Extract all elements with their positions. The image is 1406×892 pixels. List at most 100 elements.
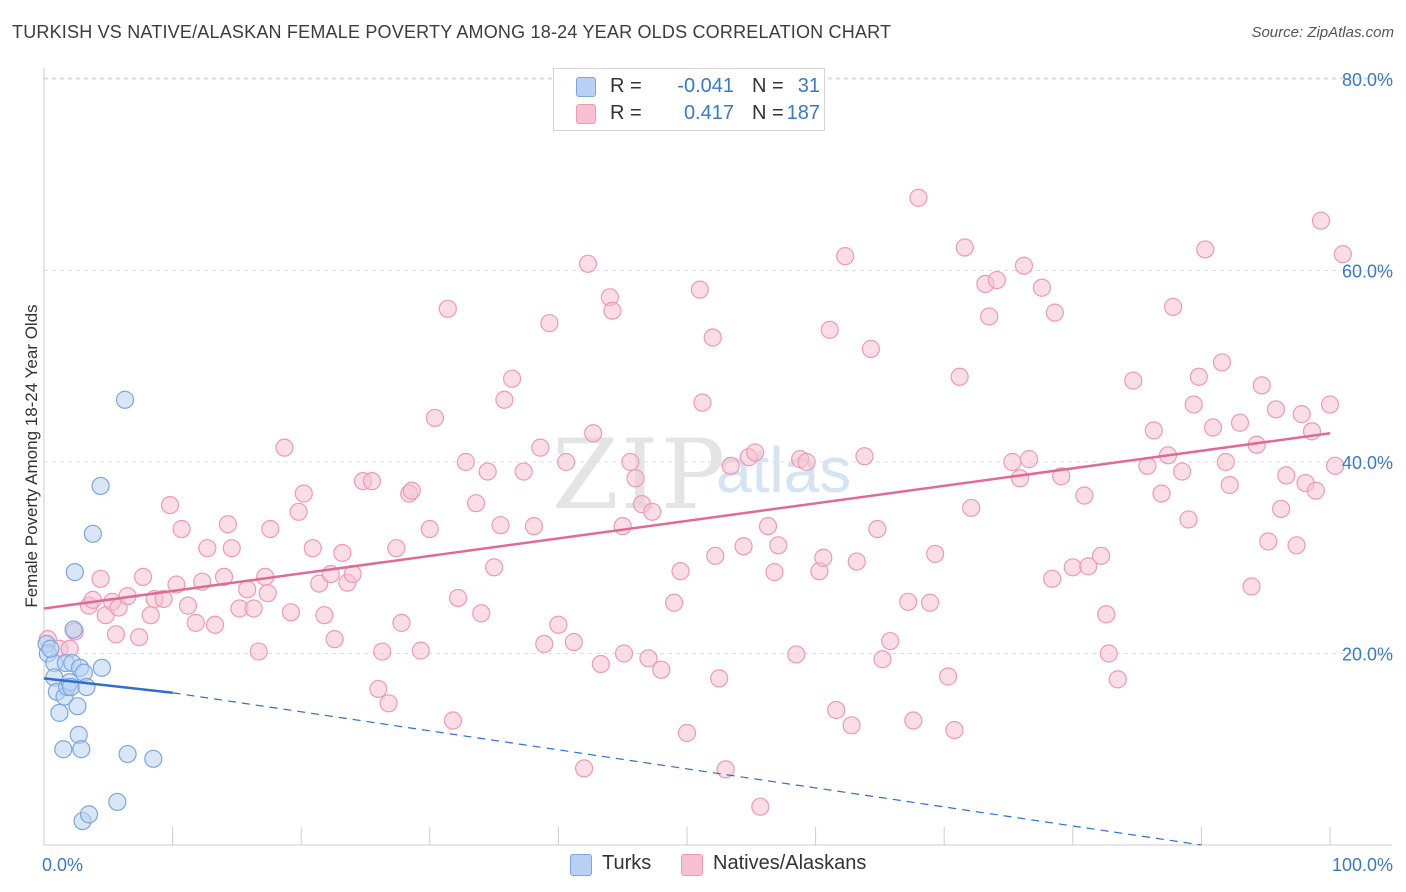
natives-point (133, 567, 153, 587)
natives-point (1272, 499, 1291, 519)
natives-point (703, 328, 722, 347)
y-tick-label: 80.0% (1342, 70, 1393, 90)
natives-point (758, 517, 778, 536)
natives-n-value: 187 (786, 102, 820, 124)
natives-point (909, 188, 928, 207)
natives-point (746, 443, 765, 462)
natives-point (1287, 536, 1306, 555)
trend-lines (43, 432, 1331, 846)
natives-point (987, 270, 1007, 290)
natives-swatch (576, 104, 596, 124)
natives-point (1203, 418, 1223, 437)
natives-point (249, 642, 268, 661)
turks-point (144, 749, 163, 768)
natives-point (222, 539, 241, 558)
natives-points (38, 188, 1352, 816)
natives-point (154, 589, 173, 609)
natives-point (950, 367, 969, 386)
natives-point (472, 604, 491, 623)
turks-legend-label: Turks (602, 852, 652, 874)
turks-n-label: N = (752, 75, 784, 97)
natives-point (362, 472, 382, 491)
turks-point (54, 740, 73, 759)
natives-point (938, 667, 958, 686)
axis-labels: 20.0% 40.0% 60.0% 80.0% 0.0% 100.0% Female Pov… (22, 70, 1393, 875)
turks-r-label: R = (610, 75, 642, 97)
natives-point (855, 447, 874, 466)
natives-point (945, 720, 964, 740)
x-tick-label: 100.0% (1332, 855, 1393, 875)
natives-point (1259, 532, 1278, 551)
natives-point (584, 424, 603, 443)
source-label: Source: ZipAtlas.com (1251, 24, 1394, 41)
natives-point (524, 517, 544, 536)
turks-point (65, 563, 84, 582)
natives-point (1164, 297, 1183, 316)
natives-point (1320, 395, 1340, 414)
natives-point (1220, 475, 1239, 495)
natives-point (1326, 456, 1345, 475)
natives-point (920, 593, 940, 612)
turks-legend-swatch (570, 854, 592, 876)
natives-point (1052, 467, 1071, 486)
natives-point (1277, 466, 1296, 485)
natives-point (402, 481, 421, 500)
turks-trend-extension (172, 692, 1202, 846)
turks-point (108, 792, 127, 812)
natives-point (575, 759, 594, 778)
turks-point (72, 740, 91, 759)
natives-point (392, 613, 411, 632)
natives-point (1063, 558, 1082, 577)
turks-point (91, 476, 110, 496)
natives-point (842, 716, 861, 735)
natives-point (1019, 450, 1039, 469)
natives-point (261, 519, 280, 539)
natives-point (827, 700, 846, 720)
natives-point (514, 462, 533, 481)
natives-point (387, 539, 406, 558)
natives-point (847, 552, 866, 571)
natives-point (1045, 303, 1064, 322)
natives-point (721, 456, 740, 475)
natives-point (693, 393, 712, 412)
natives-point (1097, 605, 1116, 624)
natives-point (873, 650, 892, 669)
natives-point (1292, 405, 1311, 424)
natives-trend-line (43, 432, 1331, 610)
natives-point (178, 596, 198, 615)
natives-point (294, 484, 313, 503)
natives-point (186, 613, 205, 632)
natives-point (926, 544, 945, 564)
natives-point (198, 539, 217, 558)
natives-point (1124, 371, 1143, 390)
natives-point (275, 438, 294, 457)
natives-point (797, 452, 816, 472)
natives-point (205, 615, 225, 634)
natives-point (1043, 569, 1062, 588)
natives-point (814, 548, 833, 567)
natives-point (1212, 353, 1232, 372)
natives-point (172, 519, 191, 539)
natives-point (238, 580, 257, 599)
natives-point (1311, 211, 1331, 230)
natives-point (303, 539, 322, 558)
natives-point (1242, 577, 1261, 596)
natives-point (578, 254, 598, 273)
y-axis-title: Female Poverty Among 18-24 Year Olds (22, 304, 41, 607)
turks-point (118, 744, 137, 764)
turks-n-value: 31 (797, 75, 820, 97)
natives-point (706, 546, 725, 565)
natives-point (734, 537, 753, 556)
natives-point (466, 494, 486, 513)
natives-point (369, 679, 388, 699)
y-tick-label: 20.0% (1342, 645, 1393, 665)
turks-point (79, 805, 99, 824)
natives-point (1173, 462, 1192, 481)
turks-point (115, 390, 135, 409)
natives-point (289, 502, 308, 521)
natives-point (106, 625, 126, 644)
natives-point (1184, 395, 1203, 414)
x-tick-label: 0.0% (42, 855, 83, 875)
natives-point (861, 339, 880, 359)
